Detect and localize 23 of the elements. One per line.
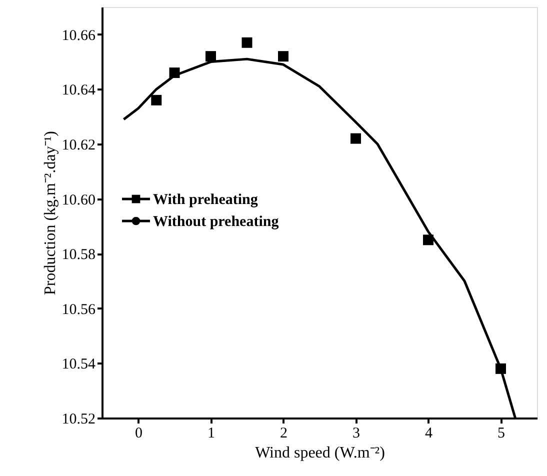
- point: [151, 94, 162, 106]
- y-tick-label: 10.60: [62, 192, 96, 208]
- x-tick-label: 1: [208, 426, 215, 442]
- y-tick-label: 10.64: [62, 82, 96, 99]
- x-axis-title: Wind speed (W.m⁻²): [255, 444, 385, 462]
- x-tick-label: 2: [280, 426, 288, 442]
- y-tick-label: 10.58: [62, 247, 96, 264]
- x-tick-label: 3: [352, 426, 360, 442]
- x-tick-label: 0: [135, 426, 142, 442]
- y-tick-label: 10.62: [62, 138, 96, 154]
- y-tick-label: 10.54: [62, 356, 96, 373]
- point: [242, 37, 252, 48]
- y-tick-label: 10.66: [62, 28, 96, 44]
- point: [206, 51, 216, 62]
- point: [350, 133, 361, 144]
- x-tick-label: 4: [425, 426, 433, 442]
- y-axis-title: Production (kg.m⁻².day⁻¹): [42, 130, 59, 296]
- legend-label: Without preheating: [153, 214, 280, 230]
- point: [278, 51, 288, 62]
- y-tick-label: 10.56: [62, 302, 96, 318]
- y-tick-label: 10.52: [62, 412, 96, 428]
- legend-label: With preheating: [153, 192, 258, 208]
- x-tick-label: 5: [498, 426, 505, 442]
